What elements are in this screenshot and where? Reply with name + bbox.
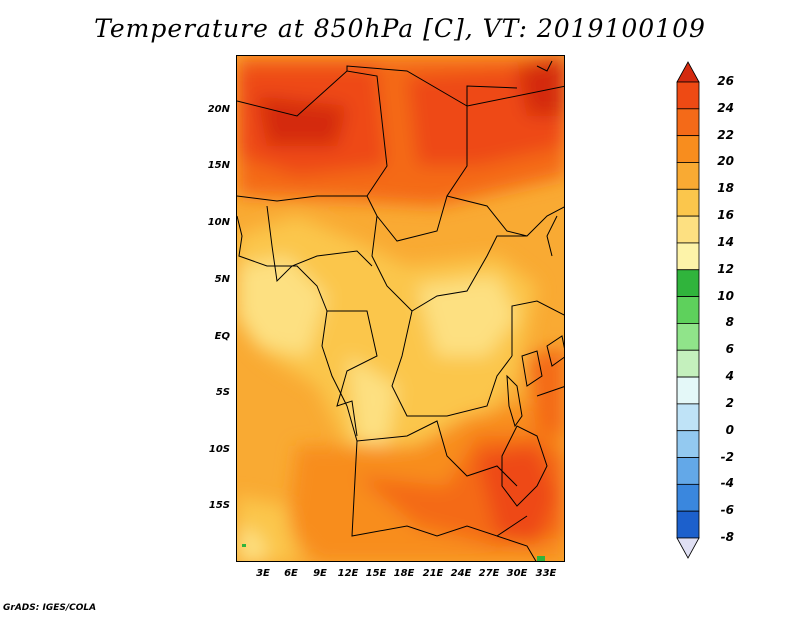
lon-label: 18E bbox=[393, 568, 415, 579]
border-line bbox=[391, 310, 513, 417]
border-line bbox=[521, 350, 543, 387]
colorbar-tick-label: 2 bbox=[725, 395, 734, 410]
colorbar-tick-label: 14 bbox=[717, 234, 734, 249]
lon-label: 33E bbox=[535, 568, 557, 579]
border-line bbox=[496, 535, 537, 561]
cool-southwest-corner bbox=[237, 526, 267, 561]
hottest-core-east bbox=[517, 56, 564, 116]
colorbar-bottom-arrow bbox=[676, 537, 700, 559]
colorbar-tick-label: 26 bbox=[717, 74, 734, 88]
lon-label: 3E bbox=[256, 568, 270, 579]
lat-label: 10N bbox=[207, 217, 230, 228]
colorbar-tick-label: 24 bbox=[717, 100, 734, 115]
border-line bbox=[511, 300, 564, 356]
lon-label: 21E bbox=[422, 568, 444, 579]
coast-line bbox=[237, 215, 348, 407]
border-line bbox=[536, 386, 564, 397]
colorbar-tick-label: 10 bbox=[717, 288, 734, 303]
lon-label: 24E bbox=[450, 568, 472, 579]
border-line bbox=[327, 310, 378, 437]
chart-title: Temperature at 850hPa [C], VT: 201910010… bbox=[94, 14, 706, 43]
border-line bbox=[237, 195, 367, 202]
lat-label: 10S bbox=[208, 444, 230, 455]
coastline bbox=[237, 60, 558, 407]
country-borders bbox=[237, 65, 564, 561]
colorbar-tick-label: 22 bbox=[717, 127, 734, 142]
border-line bbox=[346, 65, 468, 107]
lat-label: 15N bbox=[207, 160, 230, 171]
lat-label: 15S bbox=[208, 500, 230, 511]
colorbar-tick-label: 4 bbox=[725, 369, 734, 384]
lat-label: 5N bbox=[214, 274, 230, 285]
lat-label: EQ bbox=[214, 331, 230, 342]
colorbar-tick-label: 6 bbox=[725, 342, 734, 357]
lat-label: 20N bbox=[207, 104, 230, 115]
lon-label: 9E bbox=[313, 568, 327, 579]
green-patch bbox=[242, 544, 246, 547]
colorbar-tick-label: -2 bbox=[720, 449, 734, 464]
border-line bbox=[546, 335, 564, 367]
green-patch bbox=[537, 556, 545, 561]
border-line bbox=[371, 206, 564, 312]
hottest-south bbox=[477, 446, 557, 546]
lon-label: 27E bbox=[478, 568, 500, 579]
map-svg bbox=[237, 56, 564, 561]
cool-west-coast bbox=[237, 256, 327, 356]
lon-label: 12E bbox=[337, 568, 359, 579]
colorbar-tick-label: 12 bbox=[717, 261, 734, 276]
colorbar bbox=[676, 61, 700, 559]
colorbar-tick-label: -6 bbox=[720, 503, 734, 518]
colorbar-tick-label: -4 bbox=[720, 476, 734, 491]
colorbar-tick-label: 0 bbox=[725, 422, 734, 437]
border-line bbox=[346, 405, 518, 487]
border-line bbox=[446, 195, 528, 237]
coast-line bbox=[546, 215, 558, 257]
cool-central bbox=[237, 216, 537, 456]
temperature-map bbox=[236, 55, 565, 562]
border-line bbox=[466, 85, 518, 106]
lon-label: 30E bbox=[506, 568, 528, 579]
colorbar-tick-label: 20 bbox=[717, 154, 734, 169]
hottest-core-west bbox=[257, 96, 347, 146]
hot-east-coast bbox=[527, 346, 564, 436]
colorbar-tick-label: 16 bbox=[717, 208, 734, 223]
lon-label: 6E bbox=[284, 568, 298, 579]
credit-text: GrADS: IGES/COLA bbox=[3, 603, 97, 613]
colorbar-tick-label: 18 bbox=[717, 181, 734, 196]
lake-tanganyika bbox=[506, 374, 523, 428]
lon-label: 15E bbox=[365, 568, 387, 579]
lat-label: 5S bbox=[215, 387, 230, 398]
cool-congo-basin bbox=[417, 276, 517, 356]
colorbar-tick-label: 8 bbox=[725, 315, 734, 330]
cool-angola bbox=[347, 356, 397, 446]
border-line bbox=[501, 425, 548, 507]
coast-line bbox=[536, 60, 553, 72]
colorbar-tick-label: -8 bbox=[720, 530, 734, 544]
